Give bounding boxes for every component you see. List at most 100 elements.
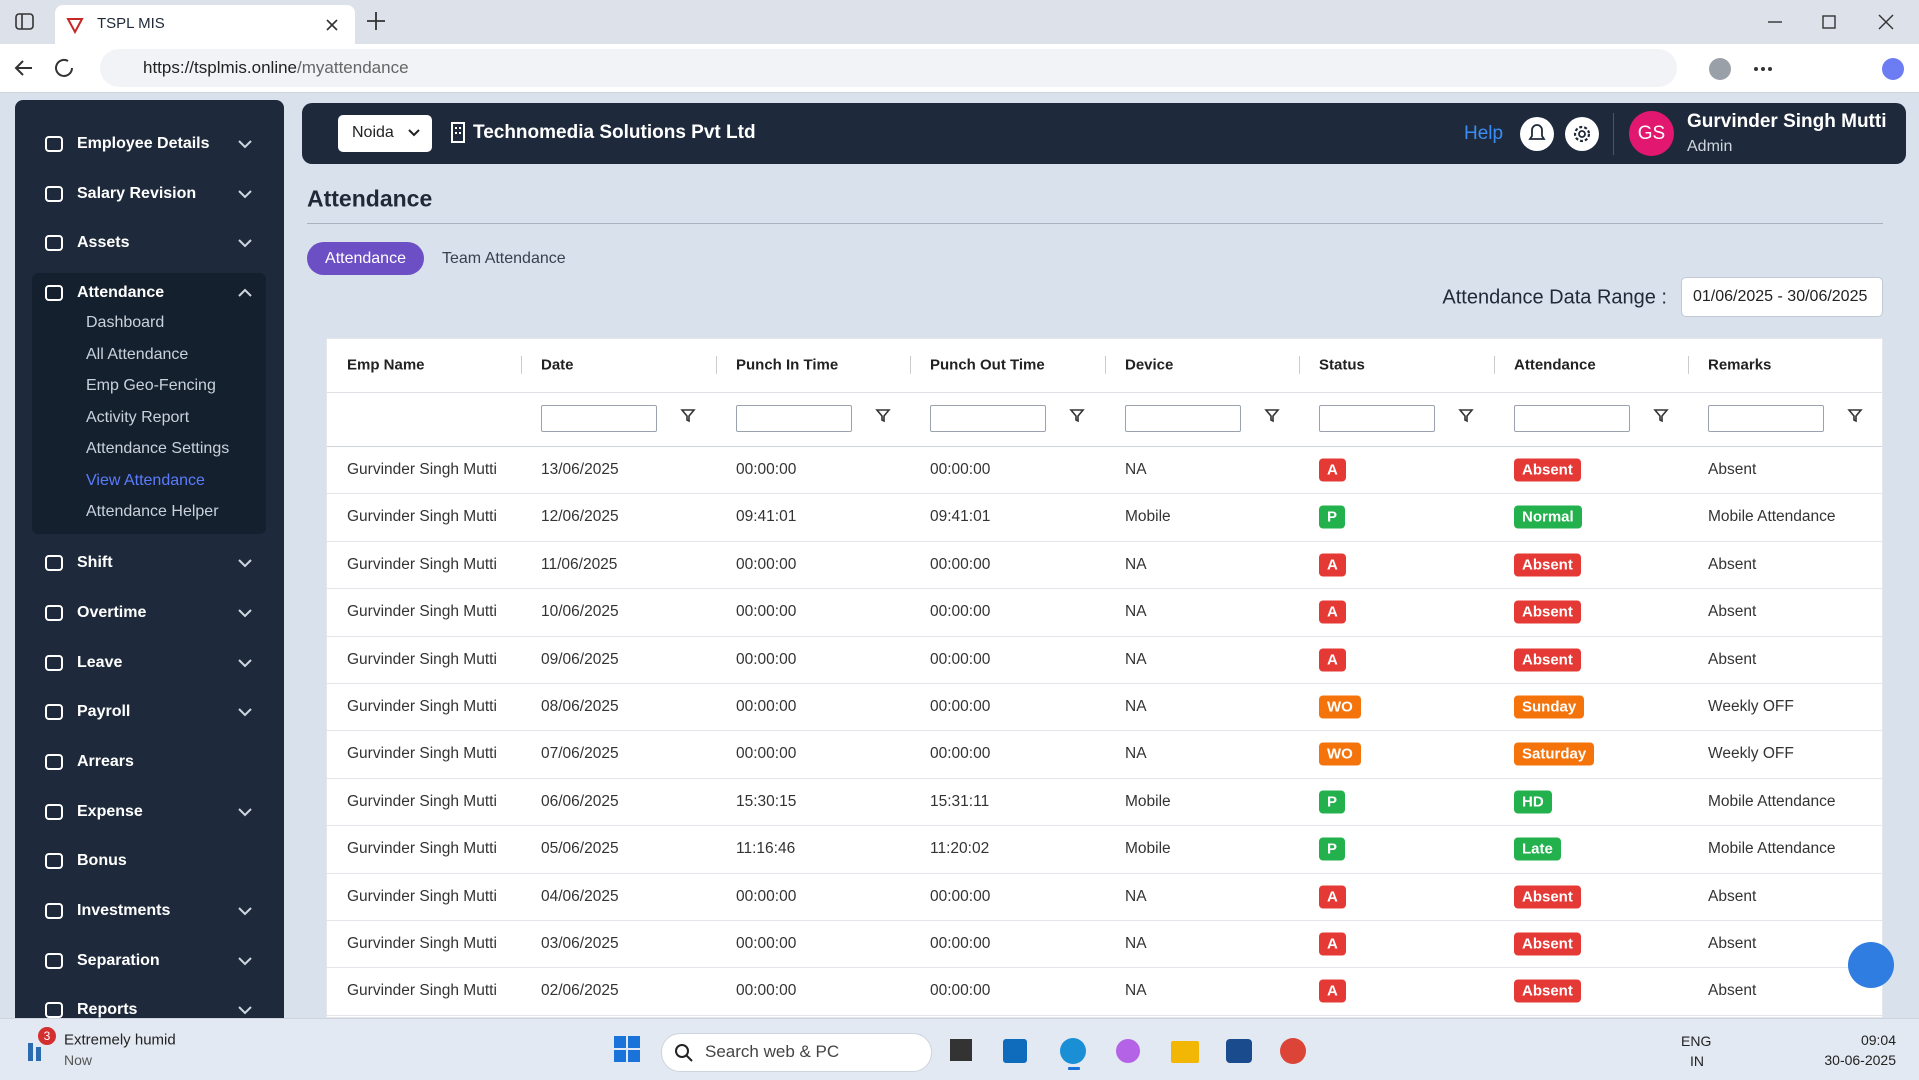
filter-icon[interactable] (1262, 405, 1282, 425)
sidebar-item[interactable]: Reports (15, 988, 284, 1018)
sidebar-item[interactable]: Assets (15, 221, 284, 265)
table-cell: NA (1125, 461, 1147, 478)
filter-icon[interactable] (1067, 405, 1087, 425)
table-row: Gurvinder Singh Mutti 08/06/2025 00:00:00 0… (327, 684, 1882, 732)
table-cell: Gurvinder Singh Mutti (347, 982, 497, 1000)
submenu-item[interactable]: Attendance Helper (86, 503, 219, 521)
sidebar-item[interactable]: Attendance (15, 271, 284, 315)
column-separator (1105, 356, 1106, 374)
item-label: Bonus (77, 852, 127, 870)
submenu-item[interactable]: Emp Geo-Fencing (86, 377, 216, 395)
tab-attendance[interactable]: Attendance (307, 242, 424, 275)
search-text: Search web & PC (705, 1042, 840, 1061)
table-cell: 07/06/2025 (541, 745, 619, 763)
item-icon (45, 654, 63, 671)
status-badge: A (1319, 553, 1346, 577)
active-tab[interactable]: TSPL MIS (55, 5, 355, 44)
table-cell: NA (1125, 745, 1147, 763)
filter-input[interactable] (1514, 405, 1630, 432)
search-box[interactable]: Search web & PC (661, 1033, 932, 1072)
status-badge: Absent (1514, 979, 1581, 1003)
user-name: Gurvinder Singh Mutti (1687, 111, 1887, 132)
chevron (408, 129, 420, 137)
table-cell: 00:00:00 (736, 982, 797, 1000)
filter-input[interactable] (930, 405, 1046, 432)
tab-team-attendance[interactable]: Team Attendance (442, 250, 566, 267)
table-cell: 06/06/2025 (541, 792, 619, 810)
sidebar-item[interactable]: Separation (15, 939, 284, 983)
sidebar-item[interactable]: Salary Revision (15, 172, 284, 216)
header-icons[interactable] (1519, 116, 1599, 152)
range-input[interactable]: 01/06/2025 - 30/06/2025 (1681, 277, 1883, 317)
table-cell: 00:00:00 (736, 745, 797, 763)
column-header: Punch In Time (736, 356, 839, 374)
sidebar-item[interactable]: Overtime (15, 591, 284, 635)
new-tab-button[interactable] (365, 10, 387, 32)
chevron (238, 609, 252, 618)
submenu-item[interactable]: Dashboard (86, 314, 165, 332)
table-cell: 08/06/2025 (541, 698, 619, 715)
sidebar-item[interactable]: Employee Details (15, 122, 284, 166)
table-cell: 11:16:46 (736, 840, 796, 858)
sidebar-item[interactable]: Bonus (15, 839, 284, 883)
location-select[interactable]: Noida (338, 115, 432, 152)
item-icon (45, 604, 63, 621)
table-cell: NA (1125, 698, 1147, 715)
window-controls[interactable] (1760, 10, 1910, 34)
sidebar-item[interactable]: Payroll (15, 690, 284, 734)
submenu-item[interactable]: All Attendance (86, 345, 189, 363)
chevron (238, 189, 252, 199)
filter-input[interactable] (1708, 405, 1824, 432)
filter-icon[interactable] (873, 405, 893, 425)
status-badge: A (1319, 458, 1346, 482)
item-label: Shift (77, 554, 113, 572)
chat-button[interactable] (1848, 942, 1894, 988)
top-header: Noida Technomedia Solutions Pvt Ltd Help… (302, 103, 1906, 164)
table-cell: 15:31:11 (930, 792, 990, 810)
filter-icon[interactable] (1651, 405, 1671, 425)
column-header: Date (541, 356, 574, 374)
table-cell: 15:30:15 (736, 792, 797, 810)
table-row: Gurvinder Singh Mutti 03/06/2025 00:00:00 0… (327, 921, 1882, 969)
filter-icon[interactable] (1456, 405, 1476, 425)
table-row: Gurvinder Singh Mutti 12/06/2025 09:41:01 0… (327, 494, 1882, 542)
submenu-item[interactable]: Activity Report (86, 408, 190, 426)
column-separator (1494, 356, 1495, 374)
sidebar-item[interactable]: Expense (15, 790, 284, 834)
pinned-apps[interactable] (945, 1031, 1315, 1071)
status-badge: WO (1319, 742, 1361, 766)
status-badge: A (1319, 979, 1346, 1003)
table-cell: Weekly OFF (1708, 745, 1794, 763)
weather-badge: 3 (38, 1027, 56, 1045)
status-badge: HD (1514, 790, 1552, 814)
status-badge: Late (1514, 837, 1561, 861)
table-cell: Absent (1708, 982, 1757, 1000)
sidebar-item[interactable]: Arrears (15, 740, 284, 784)
filter-input[interactable] (736, 405, 852, 432)
sidebar-item[interactable]: Leave (15, 641, 284, 685)
column-header: Status (1319, 356, 1365, 374)
submenu-item[interactable]: View Attendance (86, 471, 205, 489)
tab-close[interactable] (325, 18, 339, 32)
filter-icon[interactable] (678, 405, 698, 425)
tab-label: Attendance (325, 250, 406, 267)
help-link[interactable]: Help (1464, 123, 1504, 144)
filter-input[interactable] (541, 405, 657, 432)
sidebar-item[interactable]: Shift (15, 541, 284, 585)
nav-buttons[interactable] (12, 56, 92, 80)
table-cell: NA (1125, 603, 1147, 621)
filter-input[interactable] (1319, 405, 1435, 432)
filter-icon[interactable] (1845, 405, 1865, 425)
submenu-item[interactable]: Attendance Settings (86, 440, 230, 458)
user-role: Admin (1687, 138, 1733, 155)
sidebar-toggle[interactable] (15, 13, 35, 31)
table-cell: NA (1125, 982, 1147, 1000)
sidebar-item[interactable]: Investments (15, 889, 284, 933)
filter-input[interactable] (1125, 405, 1241, 432)
item-label: Investments (77, 902, 171, 919)
address-bar[interactable]: https://tsplmis.online/myattendance (100, 49, 1677, 87)
status-badge: Absent (1514, 932, 1581, 956)
table-row: Gurvinder Singh Mutti 09/06/2025 00:00:00 0… (327, 637, 1882, 684)
start-button[interactable] (612, 1034, 642, 1064)
table-cell: 05/06/2025 (541, 840, 619, 858)
